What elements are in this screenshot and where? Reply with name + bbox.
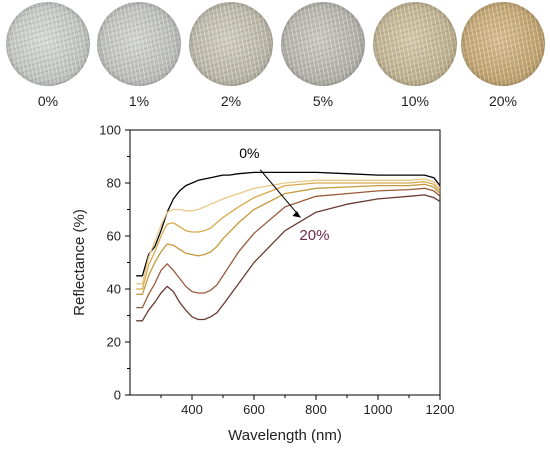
sample-disc — [373, 2, 457, 86]
series-line-2 — [136, 181, 441, 290]
plot-frame — [129, 129, 441, 396]
x-tick-label: 800 — [305, 402, 327, 417]
y-tick-label: 60 — [107, 229, 121, 244]
sample-label: 5% — [312, 93, 334, 109]
sample-photo-row: 0% 1% 2% 5% 10% 20% — [0, 0, 550, 110]
y-tick-label: 80 — [107, 176, 121, 191]
y-tick-label: 40 — [107, 282, 121, 297]
trend-arrow-line — [259, 169, 301, 218]
sample-label: 1% — [128, 93, 150, 109]
sample-disc — [6, 2, 90, 86]
x-tick-label: 1200 — [426, 402, 455, 417]
sample-3: 5% — [278, 2, 368, 109]
y-axis-label: Reflectance (%) — [71, 209, 88, 316]
sample-disc — [281, 2, 365, 86]
annotation-0pct: 0% — [239, 145, 259, 161]
x-axis-label: Wavelength (nm) — [228, 427, 342, 444]
annotation-20pct: 20% — [299, 227, 329, 244]
sample-disc — [461, 2, 545, 86]
x-tick-label: 600 — [243, 402, 265, 417]
sample-label: 0% — [37, 93, 59, 109]
trend-arrow-head — [292, 210, 301, 218]
series-line-0 — [136, 171, 441, 277]
x-tick-label: 400 — [181, 402, 203, 417]
y-tick-label: 100 — [99, 123, 121, 138]
y-tick-label: 0 — [114, 388, 121, 403]
sample-label: 10% — [400, 93, 430, 109]
series-line-5 — [136, 194, 441, 322]
y-tick-label: 20 — [107, 335, 121, 350]
reflectance-chart: 400 600 800 1000 1200 0 20 40 60 80 100 Wavelength … — [71, 123, 455, 445]
sample-2: 2% — [186, 2, 276, 109]
sample-label: 2% — [220, 93, 242, 109]
sample-disc — [189, 2, 273, 86]
x-tick-label: 1000 — [364, 402, 393, 417]
sample-1: 1% — [94, 2, 184, 109]
sample-4: 10% — [370, 2, 460, 109]
sample-disc — [97, 2, 181, 86]
sample-label: 20% — [488, 93, 518, 109]
series-line-4 — [136, 187, 441, 309]
sample-5: 20% — [458, 2, 548, 109]
series-line-1 — [136, 178, 441, 285]
sample-0: 0% — [3, 2, 93, 109]
series-line-3 — [136, 183, 441, 295]
